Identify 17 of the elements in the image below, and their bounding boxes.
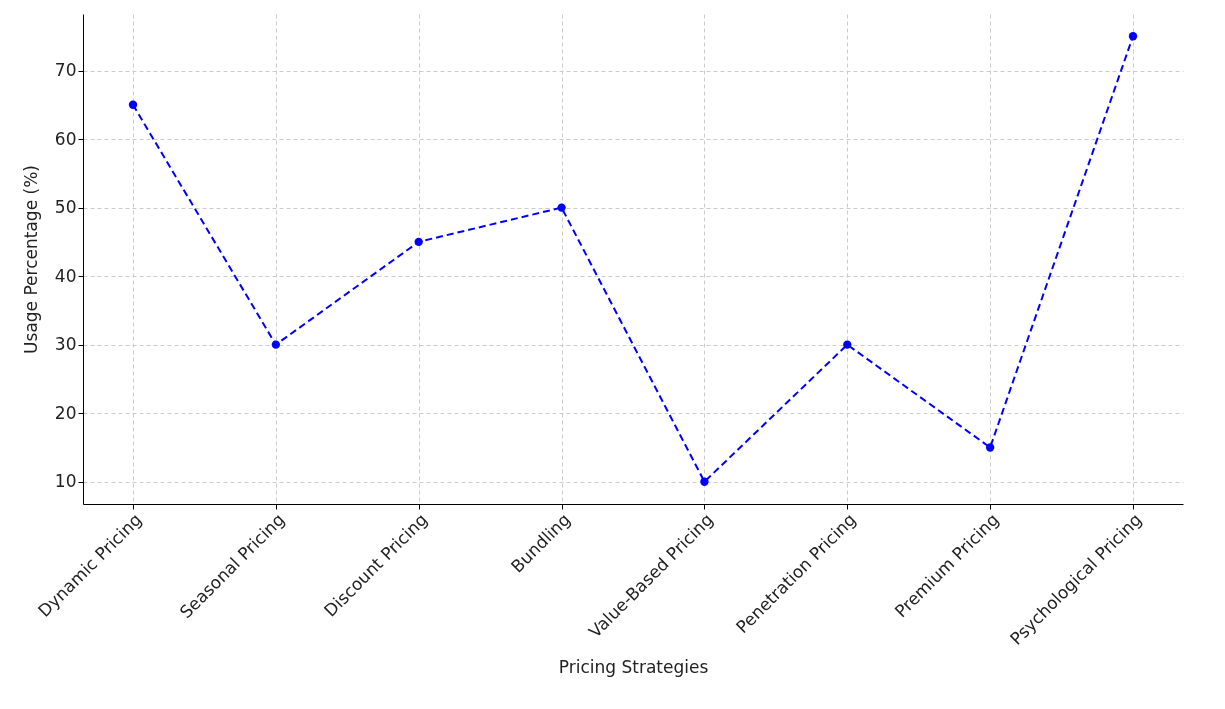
y-tick-label: 10 [54,471,77,492]
point [128,100,138,109]
y-tick-label: 40 [54,265,77,286]
point [271,340,281,349]
y-tick-label: 70 [54,60,77,81]
point [414,237,423,247]
y-axis-title: Usage Percentage (%) [20,165,41,354]
x-axis-title: Pricing Strategies [558,657,709,678]
y-tick-label: 30 [54,334,77,355]
y-tick-label: 20 [54,402,77,423]
point [985,443,995,452]
y-tick-label: 60 [54,128,77,149]
point [843,340,852,349]
point [700,477,709,486]
point [1128,32,1138,41]
point [557,203,566,212]
y-tick-label: 50 [54,197,77,218]
